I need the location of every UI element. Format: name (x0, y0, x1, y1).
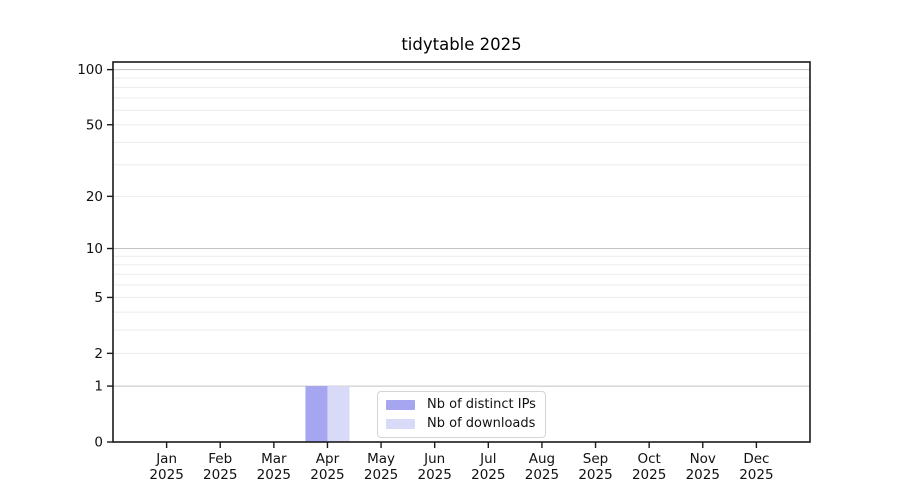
x-tick-label-month: Oct (637, 451, 660, 467)
x-tick-label-year: 2025 (686, 467, 720, 483)
y-tick-label: 10 (86, 241, 103, 257)
bar-nb-of-distinct-ips (305, 386, 328, 442)
y-tick-label: 2 (94, 346, 103, 362)
x-tick-label-year: 2025 (632, 467, 666, 483)
legend-item-downloads: Nb of downloads (386, 416, 536, 431)
chart-title: tidytable 2025 (401, 35, 522, 54)
x-tick-label-year: 2025 (739, 467, 773, 483)
y-tick-label: 0 (94, 435, 103, 451)
x-tick-label-year: 2025 (203, 467, 237, 483)
plot-border (112, 61, 811, 443)
y-tick-label: 5 (94, 290, 103, 306)
x-tick-label-month: Jul (479, 451, 496, 467)
x-tick-label-month: Aug (529, 451, 555, 467)
x-tick-label-year: 2025 (149, 467, 183, 483)
legend-swatch-downloads (386, 418, 415, 429)
x-tick-label-month: Dec (743, 451, 769, 467)
x-tick-label-year: 2025 (578, 467, 612, 483)
y-tick-label: 20 (86, 189, 103, 205)
y-tick-label: 1 (94, 379, 103, 395)
x-tick-label-month: Nov (690, 451, 716, 467)
bar-nb-of-downloads (327, 386, 350, 442)
x-tick-label-year: 2025 (525, 467, 559, 483)
x-tick-label-year: 2025 (257, 467, 291, 483)
x-tick-label-month: Mar (261, 451, 287, 467)
x-tick-label-month: Sep (583, 451, 608, 467)
legend-label-downloads: Nb of downloads (427, 416, 536, 431)
legend-swatch-distinct-ips (386, 399, 415, 410)
legend: Nb of distinct IPs Nb of downloads (377, 391, 546, 438)
legend-item-distinct-ips: Nb of distinct IPs (386, 397, 536, 412)
x-tick-label-month: Jun (423, 451, 445, 467)
x-tick-label-year: 2025 (418, 467, 452, 483)
y-tick-label: 100 (77, 62, 103, 78)
y-tick-label: 50 (86, 117, 103, 133)
x-tick-label-month: Apr (316, 451, 340, 467)
x-tick-label-month: Feb (208, 451, 232, 467)
legend-label-distinct-ips: Nb of distinct IPs (427, 397, 536, 412)
x-tick-label-year: 2025 (310, 467, 344, 483)
x-tick-label-year: 2025 (364, 467, 398, 483)
x-tick-label-year: 2025 (471, 467, 505, 483)
x-tick-label-month: May (367, 451, 395, 467)
x-tick-label-month: Jan (155, 451, 177, 467)
